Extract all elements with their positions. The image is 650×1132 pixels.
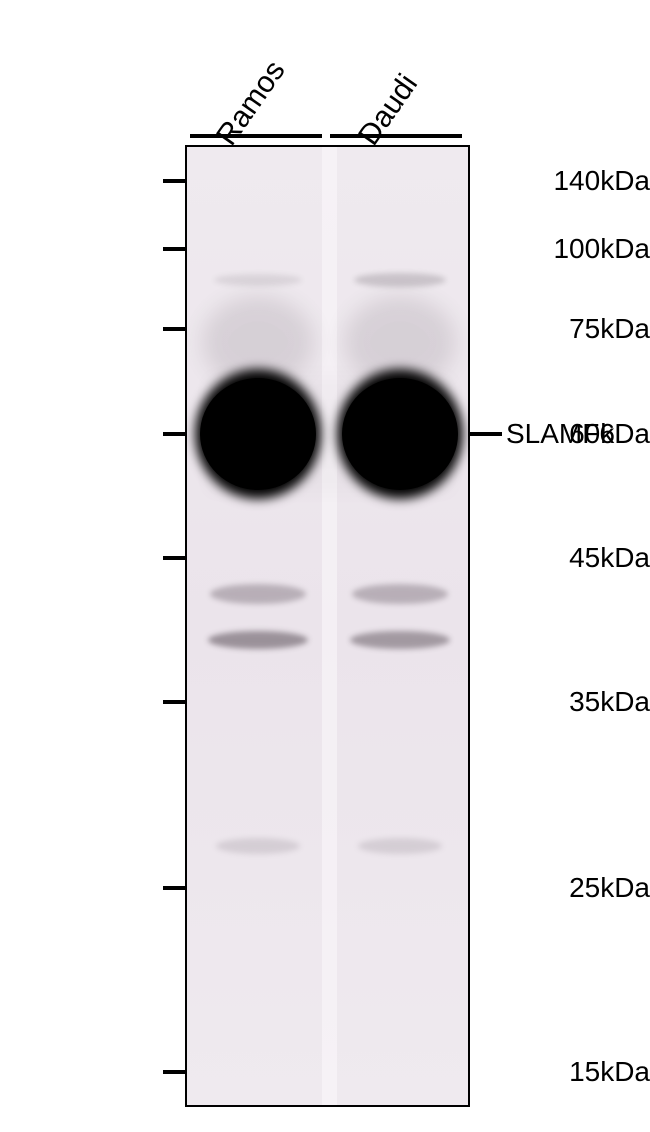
mw-tick-15 [163,1070,185,1074]
band-label-slamf6: SLAMF6 [506,418,615,450]
lane-label-daudi: Daudi [352,68,425,152]
lane-underline-daudi [330,134,462,138]
mw-label-140: 140kDa [490,165,650,197]
mw-tick-140 [163,179,185,183]
mw-tick-25 [163,886,185,890]
blot-svg [187,147,470,1107]
mw-tick-35 [163,700,185,704]
mw-label-25: 25kDa [490,872,650,904]
western-blot-figure: Ramos Daudi 140kDa 100kDa 75kDa 60kDa 45… [0,0,650,1132]
lane-underline-ramos [190,134,322,138]
mw-tick-45 [163,556,185,560]
band-tick-slamf6 [470,432,502,436]
mw-tick-75 [163,327,185,331]
mw-tick-60 [163,432,185,436]
mw-label-15: 15kDa [490,1056,650,1088]
mw-tick-100 [163,247,185,251]
blot-membrane [185,145,470,1107]
mw-label-45: 45kDa [490,542,650,574]
mw-label-75: 75kDa [490,313,650,345]
mw-label-100: 100kDa [490,233,650,265]
mw-label-35: 35kDa [490,686,650,718]
